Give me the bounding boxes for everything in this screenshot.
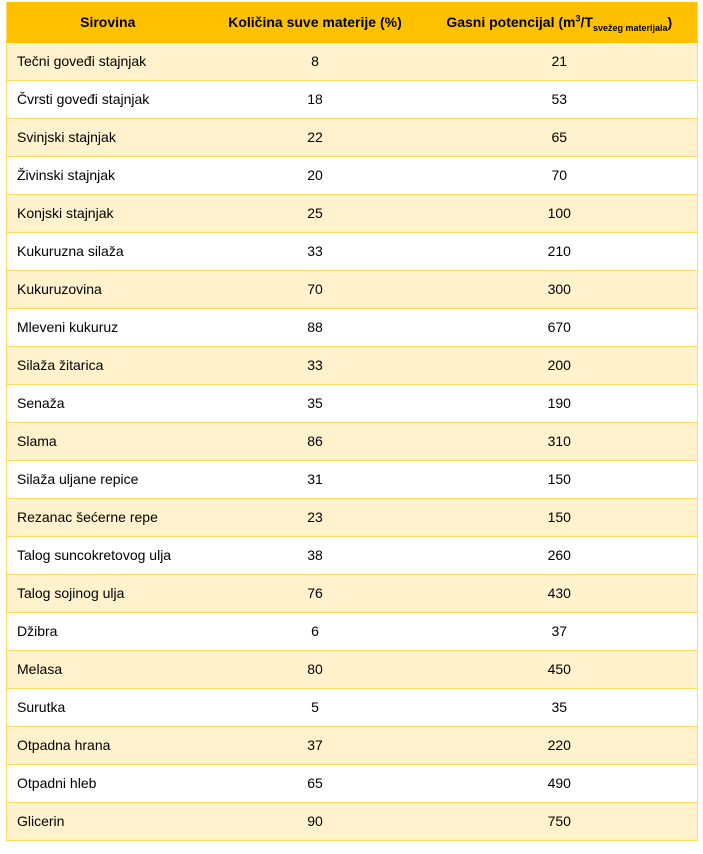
biogas-feedstock-table: Sirovina Količina suve materije (%) Gasn…	[6, 2, 698, 841]
table-row: Mleveni kukuruz 88 670	[6, 307, 698, 346]
cell-dry-matter: 33	[208, 345, 422, 384]
cell-raw-material: Konjski stajnjak	[6, 193, 209, 232]
cell-gas-potential: 70	[421, 155, 698, 194]
cell-gas-potential: 300	[421, 269, 698, 308]
cell-dry-matter: 31	[208, 459, 422, 498]
cell-dry-matter: 86	[208, 421, 422, 460]
cell-dry-matter: 5	[208, 687, 422, 726]
header-gas-potential: Gasni potencijal (m3/Tsvežeg materijala)	[421, 2, 698, 43]
cell-gas-potential: 53	[421, 79, 698, 118]
table-row: Surutka 5 35	[6, 687, 698, 726]
cell-dry-matter: 6	[208, 611, 422, 650]
cell-dry-matter: 35	[208, 383, 422, 422]
table-row: Silaža uljane repice 31 150	[6, 459, 698, 498]
table-row: Džibra 6 37	[6, 611, 698, 650]
cell-raw-material: Talog sojinog ulja	[6, 573, 209, 612]
cell-raw-material: Melasa	[6, 649, 209, 688]
table-row: Talog sojinog ulja 76 430	[6, 573, 698, 612]
cell-raw-material: Senaža	[6, 383, 209, 422]
table-row: Talog suncokretovog ulja 38 260	[6, 535, 698, 574]
cell-gas-potential: 150	[421, 497, 698, 536]
cell-dry-matter: 65	[208, 763, 422, 802]
table-body: Tečni goveđi stajnjak 8 21 Čvrsti goveđi st…	[6, 41, 698, 841]
cell-raw-material: Mleveni kukuruz	[6, 307, 209, 346]
cell-dry-matter: 76	[208, 573, 422, 612]
header-raw-material: Sirovina	[6, 2, 209, 43]
table-row: Glicerin 90 750	[6, 801, 698, 841]
table-row: Senaža 35 190	[6, 383, 698, 422]
cell-gas-potential: 450	[421, 649, 698, 688]
cell-gas-potential: 210	[421, 231, 698, 270]
cell-dry-matter: 8	[208, 41, 422, 80]
cell-raw-material: Otpadni hleb	[6, 763, 209, 802]
cell-dry-matter: 25	[208, 193, 422, 232]
table-row: Konjski stajnjak 25 100	[6, 193, 698, 232]
cell-raw-material: Talog suncokretovog ulja	[6, 535, 209, 574]
cell-gas-potential: 37	[421, 611, 698, 650]
header-row: Sirovina Količina suve materije (%) Gasn…	[6, 2, 698, 43]
cell-raw-material: Čvrsti goveđi stajnjak	[6, 79, 209, 118]
header-gas-potential-prefix: Gasni potencijal (m	[446, 13, 576, 30]
cell-raw-material: Svinjski stajnjak	[6, 117, 209, 156]
table-row: Slama 86 310	[6, 421, 698, 460]
cell-gas-potential: 65	[421, 117, 698, 156]
cell-raw-material: Kukuruzna silaža	[6, 231, 209, 270]
table-container: Sirovina Količina suve materije (%) Gasn…	[6, 2, 698, 841]
table-row: Otpadni hleb 65 490	[6, 763, 698, 802]
header-gas-potential-sub: svežeg materijala	[592, 22, 668, 33]
header-gas-potential-mid: /T	[580, 13, 593, 30]
cell-gas-potential: 200	[421, 345, 698, 384]
cell-dry-matter: 20	[208, 155, 422, 194]
cell-gas-potential: 190	[421, 383, 698, 422]
cell-raw-material: Džibra	[6, 611, 209, 650]
cell-gas-potential: 21	[421, 41, 698, 80]
table-row: Kukuruzovina 70 300	[6, 269, 698, 308]
table-row: Silaža žitarica 33 200	[6, 345, 698, 384]
cell-dry-matter: 23	[208, 497, 422, 536]
table-row: Živinski stajnjak 20 70	[6, 155, 698, 194]
table-row: Melasa 80 450	[6, 649, 698, 688]
cell-raw-material: Živinski stajnjak	[6, 155, 209, 194]
cell-gas-potential: 260	[421, 535, 698, 574]
cell-gas-potential: 670	[421, 307, 698, 346]
cell-dry-matter: 88	[208, 307, 422, 346]
table-header: Sirovina Količina suve materije (%) Gasn…	[6, 2, 698, 43]
cell-raw-material: Otpadna hrana	[6, 725, 209, 764]
cell-gas-potential: 100	[421, 193, 698, 232]
cell-raw-material: Slama	[6, 421, 209, 460]
cell-gas-potential: 220	[421, 725, 698, 764]
table-row: Kukuruzna silaža 33 210	[6, 231, 698, 270]
cell-dry-matter: 70	[208, 269, 422, 308]
cell-raw-material: Glicerin	[6, 801, 209, 841]
cell-raw-material: Silaža uljane repice	[6, 459, 209, 498]
cell-dry-matter: 22	[208, 117, 422, 156]
cell-dry-matter: 18	[208, 79, 422, 118]
cell-raw-material: Kukuruzovina	[6, 269, 209, 308]
header-gas-potential-suffix: )	[667, 13, 673, 30]
cell-gas-potential: 430	[421, 573, 698, 612]
table-row: Svinjski stajnjak 22 65	[6, 117, 698, 156]
header-gas-potential-sup: 3	[575, 13, 581, 24]
cell-raw-material: Silaža žitarica	[6, 345, 209, 384]
cell-dry-matter: 38	[208, 535, 422, 574]
table-row: Otpadna hrana 37 220	[6, 725, 698, 764]
cell-dry-matter: 37	[208, 725, 422, 764]
cell-dry-matter: 90	[208, 801, 422, 841]
cell-gas-potential: 490	[421, 763, 698, 802]
header-dry-matter: Količina suve materije (%)	[208, 2, 422, 43]
cell-dry-matter: 80	[208, 649, 422, 688]
cell-gas-potential: 750	[421, 801, 698, 841]
cell-gas-potential: 35	[421, 687, 698, 726]
cell-gas-potential: 150	[421, 459, 698, 498]
cell-raw-material: Tečni goveđi stajnjak	[6, 41, 209, 80]
cell-raw-material: Surutka	[6, 687, 209, 726]
cell-raw-material: Rezanac šećerne repe	[6, 497, 209, 536]
cell-dry-matter: 33	[208, 231, 422, 270]
cell-gas-potential: 310	[421, 421, 698, 460]
table-row: Čvrsti goveđi stajnjak 18 53	[6, 79, 698, 118]
table-row: Rezanac šećerne repe 23 150	[6, 497, 698, 536]
table-row: Tečni goveđi stajnjak 8 21	[6, 41, 698, 80]
